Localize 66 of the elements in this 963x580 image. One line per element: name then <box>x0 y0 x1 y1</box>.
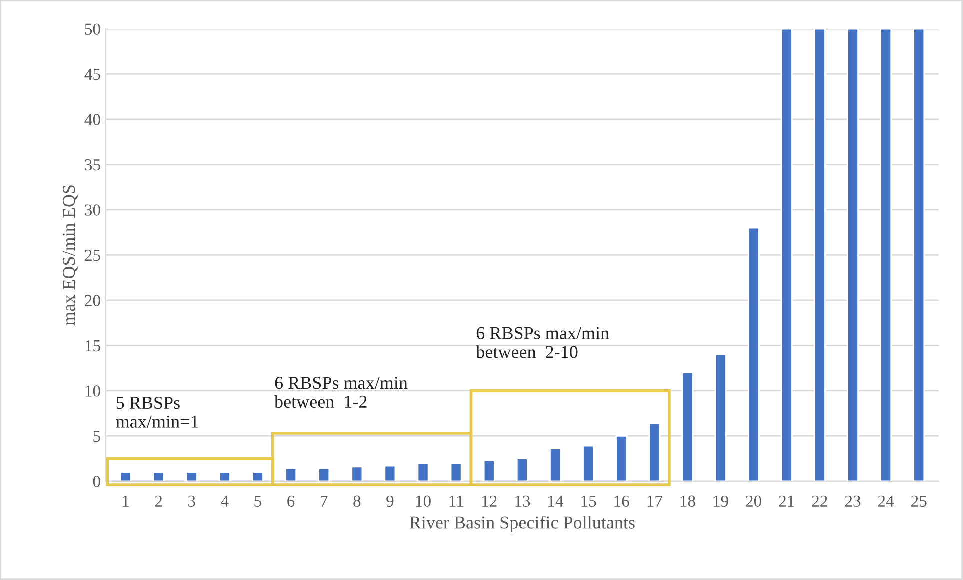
bar <box>252 472 264 482</box>
bar <box>218 472 231 482</box>
x-tick-label: 23 <box>845 496 861 508</box>
bar <box>913 29 926 482</box>
bar <box>748 227 760 482</box>
bar <box>814 29 826 482</box>
x-tick-label: 10 <box>416 496 431 508</box>
x-axis-title: River Basin Specific Pollutants <box>410 516 635 533</box>
y-tick-label: 35 <box>85 159 100 171</box>
bar <box>714 354 727 482</box>
x-tick-label: 22 <box>812 496 828 507</box>
bar <box>152 472 165 482</box>
bar <box>186 472 198 482</box>
x-tick-label: 12 <box>482 496 497 507</box>
x-tick-label: 16 <box>614 496 630 508</box>
bar <box>780 29 793 482</box>
x-tick-label: 14 <box>548 496 564 507</box>
y-tick-label: 10 <box>86 386 100 397</box>
bar <box>318 468 330 482</box>
x-tick-label: 9 <box>386 496 394 508</box>
x-tick-label: 4 <box>221 496 229 507</box>
annotation: 6 RBSPs max/min between 2-10 <box>476 327 610 358</box>
x-tick-label: 3 <box>188 496 196 508</box>
x-tick-label: 25 <box>911 496 927 508</box>
bar <box>846 29 859 482</box>
bar <box>880 29 892 482</box>
y-tick-label: 30 <box>85 204 100 216</box>
x-tick-label: 18 <box>680 496 696 508</box>
y-tick-label: 25 <box>85 250 100 262</box>
bar <box>120 472 132 482</box>
y-tick-label: 5 <box>94 431 100 442</box>
y-tick-label: 0 <box>93 476 100 488</box>
bar <box>582 445 595 482</box>
y-tick-label: 45 <box>84 69 100 80</box>
y-tick-label: 40 <box>84 114 100 126</box>
bar <box>648 422 661 482</box>
y-tick-label: 50 <box>85 24 100 35</box>
x-tick-label: 7 <box>321 496 328 507</box>
bar <box>450 462 462 482</box>
x-tick-label: 15 <box>582 496 596 508</box>
bar <box>384 465 396 482</box>
x-tick-label: 5 <box>254 496 262 508</box>
y-tick-label: 15 <box>86 340 100 352</box>
x-tick-label: 20 <box>746 496 762 508</box>
x-tick-label: 19 <box>714 496 728 508</box>
x-tick-label: 11 <box>450 496 464 507</box>
bar <box>682 372 694 482</box>
y-axis-title: max EQS/min EQS <box>63 186 78 326</box>
x-tick-label: 17 <box>648 496 663 507</box>
y-tick-label: 20 <box>85 295 100 306</box>
bar <box>417 462 430 482</box>
x-tick-label: 13 <box>516 496 530 508</box>
x-tick-label: 2 <box>155 496 162 507</box>
bar <box>285 468 298 482</box>
annotation: 6 RBSPs max/min between 1-2 <box>274 377 408 408</box>
x-tick-label: 8 <box>354 496 361 508</box>
bar <box>516 458 528 482</box>
bar <box>550 448 562 482</box>
annotation: 5 RBSPs max/min=1 <box>116 396 198 428</box>
bar <box>351 466 364 482</box>
bar <box>483 460 496 482</box>
x-tick-label: 24 <box>878 496 894 507</box>
x-tick-label: 6 <box>288 496 295 508</box>
x-tick-label: 21 <box>779 496 794 507</box>
bar <box>616 435 628 482</box>
x-tick-label: 1 <box>123 496 129 507</box>
